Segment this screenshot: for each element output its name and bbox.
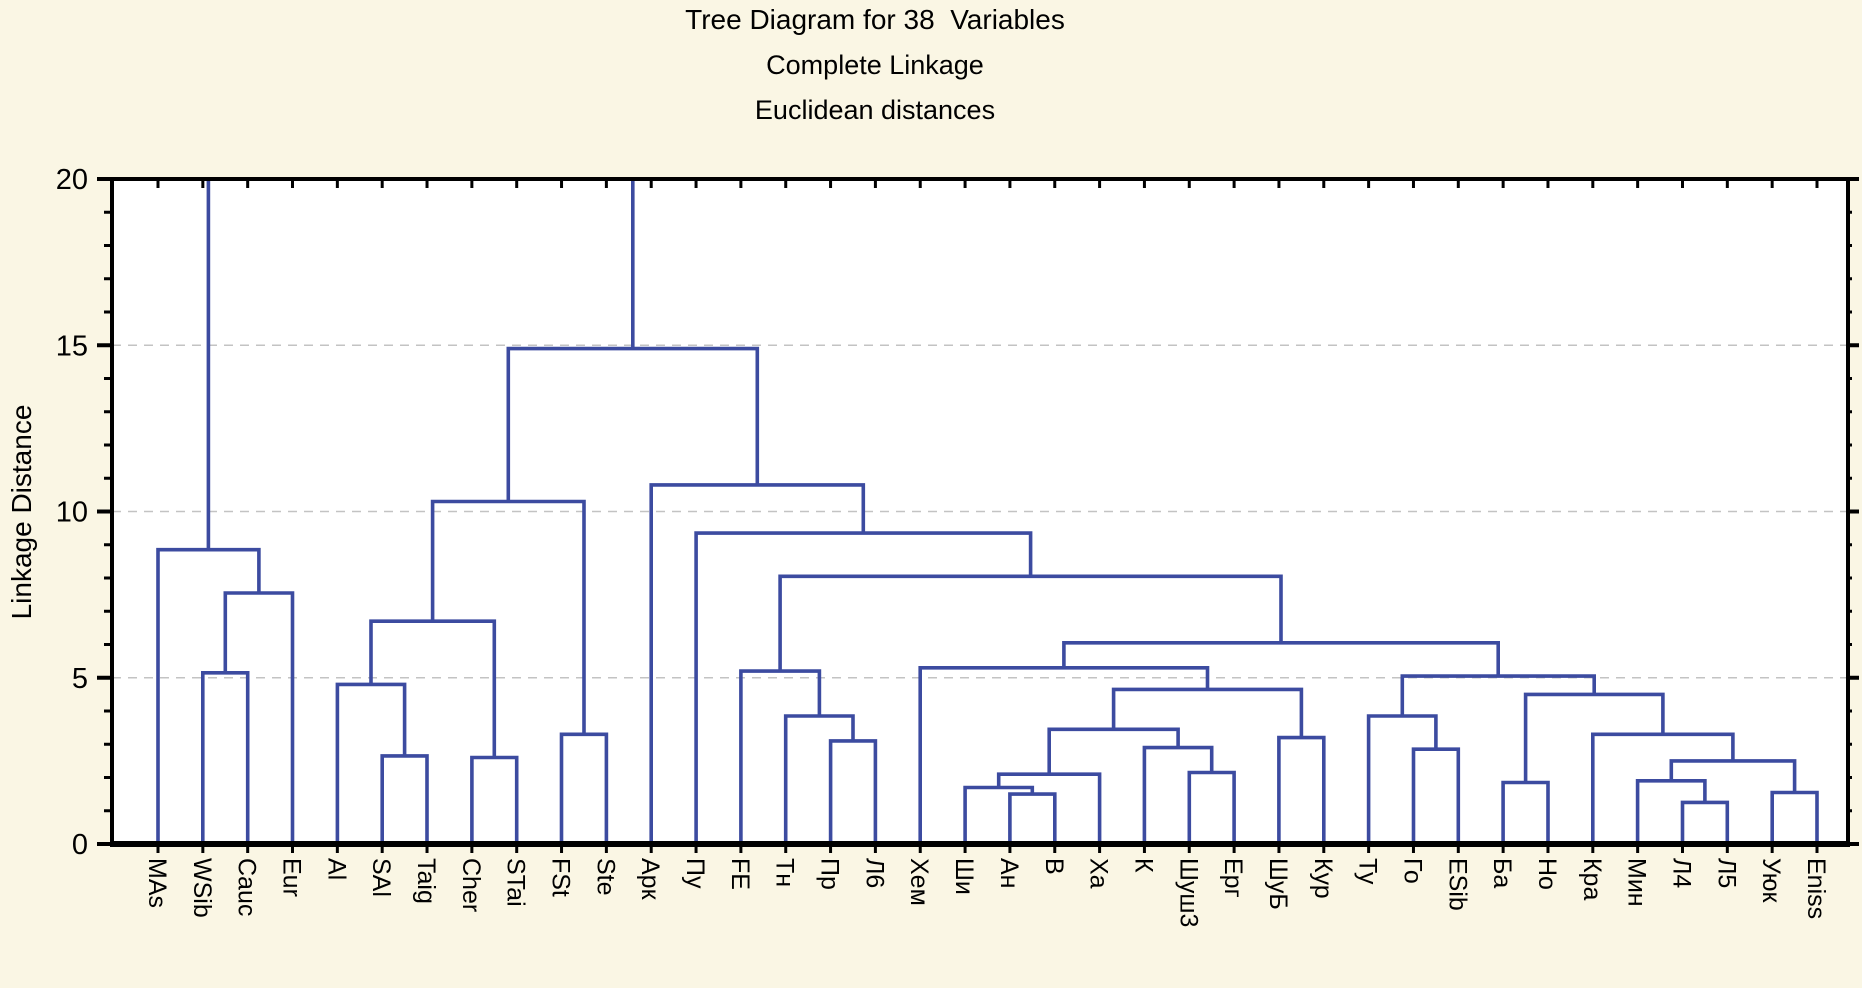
leaf-label-Л4: Л4 bbox=[1667, 858, 1695, 888]
leaf-label-FSt: FSt bbox=[547, 858, 575, 897]
leaf-label-Но: Но bbox=[1533, 858, 1561, 890]
chart-subtitle-linkage: Complete Linkage bbox=[766, 50, 984, 80]
chart-title: Tree Diagram for 38 Variables bbox=[685, 4, 1065, 35]
leaf-label-ESib: ESib bbox=[1443, 858, 1471, 911]
leaf-label-Ан: Ан bbox=[995, 858, 1023, 888]
leaf-label-SAl: SAl bbox=[367, 858, 395, 897]
chart-title-block: Tree Diagram for 38 Variables Complete L… bbox=[0, 6, 1750, 124]
y-tick-label-10: 10 bbox=[56, 497, 88, 529]
leaf-label-Тн: Тн bbox=[771, 858, 799, 887]
leaf-label-Кра: Кра bbox=[1578, 858, 1606, 900]
leaf-label-В: В bbox=[1040, 858, 1068, 875]
y-tick-label-0: 0 bbox=[72, 829, 88, 861]
leaf-label-Уюк: Уюк bbox=[1757, 858, 1785, 904]
leaf-label-Ерг: Ерг bbox=[1219, 858, 1247, 898]
leaf-label-Ste: Ste bbox=[591, 858, 619, 896]
leaf-label-К: К bbox=[1129, 858, 1157, 873]
leaf-label-Cher: Cher bbox=[457, 858, 485, 912]
leaf-label-Арк: Арк bbox=[636, 858, 664, 901]
leaf-label-Al: Al bbox=[322, 858, 350, 880]
leaf-label-Л6: Л6 bbox=[860, 858, 888, 888]
leaf-label-Eniss: Eniss bbox=[1802, 858, 1830, 919]
leaf-label-Го: Го bbox=[1398, 858, 1426, 884]
leaf-label-ШуБ: ШуБ bbox=[1264, 858, 1292, 910]
leaf-label-STai: STai bbox=[502, 858, 530, 907]
chart-subtitle-distance: Euclidean distances bbox=[754, 95, 996, 125]
leaf-label-FE: FE bbox=[726, 858, 754, 890]
leaf-label-Хем: Хем bbox=[905, 858, 933, 906]
dendrogram-tree bbox=[156, 177, 1819, 846]
leaf-label-Шуш3: Шуш3 bbox=[1174, 858, 1202, 927]
leaf-label-Мин: Мин bbox=[1623, 858, 1651, 907]
leaf-label-MAs: MAs bbox=[143, 858, 171, 908]
leaf-label-Ши: Ши bbox=[950, 858, 978, 895]
leaf-label-Пу: Пу bbox=[681, 858, 709, 889]
leaf-label-Taig: Taig bbox=[412, 858, 440, 904]
leaf-label-Cauc: Cauc bbox=[233, 858, 261, 916]
leaf-label-Ту: Ту bbox=[1354, 858, 1382, 885]
leaf-label-Eur: Eur bbox=[278, 858, 306, 897]
y-tick-label-5: 5 bbox=[72, 663, 88, 695]
leaf-label-Л5: Л5 bbox=[1712, 858, 1740, 888]
y-tick-label-20: 20 bbox=[56, 164, 88, 196]
leaf-label-Кур: Кур bbox=[1309, 858, 1337, 899]
leaf-label-Ба: Ба bbox=[1488, 858, 1516, 888]
leaf-label-WSib: WSib bbox=[188, 858, 216, 918]
leaf-label-Ха: Ха bbox=[1085, 858, 1113, 889]
y-tick-label-15: 15 bbox=[56, 330, 88, 362]
leaf-label-Пр: Пр bbox=[816, 858, 844, 890]
